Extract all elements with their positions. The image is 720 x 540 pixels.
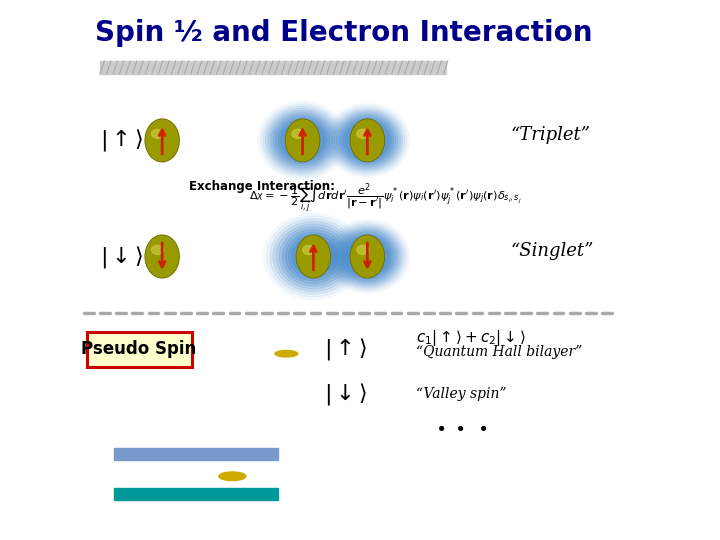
Ellipse shape	[263, 106, 342, 175]
Text: “Quantum Hall bilayer”: “Quantum Hall bilayer”	[416, 345, 582, 359]
Ellipse shape	[339, 116, 396, 165]
Ellipse shape	[346, 238, 389, 275]
Ellipse shape	[261, 104, 345, 177]
Ellipse shape	[145, 119, 179, 161]
Ellipse shape	[356, 129, 369, 138]
Text: $\bullet\;\bullet\;\bullet$: $\bullet\;\bullet\;\bullet$	[435, 417, 488, 436]
Ellipse shape	[289, 235, 338, 278]
Ellipse shape	[343, 119, 392, 161]
Ellipse shape	[330, 107, 405, 173]
Ellipse shape	[328, 222, 408, 291]
Ellipse shape	[151, 129, 163, 138]
Ellipse shape	[336, 230, 398, 284]
Ellipse shape	[346, 122, 389, 159]
Ellipse shape	[275, 350, 297, 357]
Ellipse shape	[292, 238, 335, 275]
Ellipse shape	[330, 224, 405, 289]
Ellipse shape	[351, 119, 384, 161]
Bar	[86, 332, 192, 367]
Ellipse shape	[356, 245, 369, 254]
Ellipse shape	[219, 472, 246, 481]
Bar	[114, 448, 278, 460]
Ellipse shape	[286, 119, 320, 161]
Ellipse shape	[268, 110, 337, 171]
Ellipse shape	[270, 219, 357, 294]
Ellipse shape	[146, 120, 179, 161]
Ellipse shape	[276, 117, 330, 164]
Ellipse shape	[297, 235, 330, 278]
Text: $|\downarrow\rangle$: $|\downarrow\rangle$	[100, 244, 143, 269]
Ellipse shape	[351, 235, 384, 278]
Ellipse shape	[339, 232, 396, 281]
Text: “Singlet”: “Singlet”	[510, 242, 594, 260]
Ellipse shape	[341, 118, 394, 163]
Ellipse shape	[281, 122, 324, 159]
Ellipse shape	[267, 216, 360, 297]
Ellipse shape	[145, 235, 179, 278]
Ellipse shape	[328, 106, 408, 175]
Text: $|\uparrow\rangle$: $|\uparrow\rangle$	[100, 127, 143, 153]
Ellipse shape	[273, 115, 332, 166]
Ellipse shape	[146, 236, 179, 277]
Ellipse shape	[351, 120, 384, 161]
Text: $|\uparrow\rangle$: $|\uparrow\rangle$	[324, 336, 368, 362]
Text: “Valley spin”: “Valley spin”	[416, 387, 506, 401]
Text: “Triplet”: “Triplet”	[510, 126, 590, 144]
Ellipse shape	[334, 228, 400, 285]
Text: $\Delta_X = -\dfrac{1}{2}\sum_{i,j}\int d\mathbf{r}d\mathbf{r}^{\prime}\dfrac{e^: $\Delta_X = -\dfrac{1}{2}\sum_{i,j}\int …	[248, 181, 521, 216]
Ellipse shape	[276, 224, 351, 289]
Ellipse shape	[343, 235, 392, 278]
Ellipse shape	[287, 120, 319, 161]
Ellipse shape	[279, 227, 348, 286]
Ellipse shape	[334, 112, 400, 169]
Ellipse shape	[266, 108, 340, 173]
Ellipse shape	[285, 232, 341, 281]
Ellipse shape	[292, 129, 304, 138]
Text: $c_1|\uparrow\rangle+c_2|\downarrow\rangle$: $c_1|\uparrow\rangle+c_2|\downarrow\rang…	[416, 327, 526, 348]
Ellipse shape	[332, 226, 402, 287]
Bar	[100, 61, 446, 74]
Ellipse shape	[332, 110, 402, 171]
Text: Spin ½ and Electron Interaction: Spin ½ and Electron Interaction	[94, 19, 592, 47]
Text: Exchange Interaction:: Exchange Interaction:	[189, 180, 336, 193]
Ellipse shape	[336, 113, 398, 167]
Ellipse shape	[297, 236, 330, 277]
Ellipse shape	[351, 236, 384, 277]
Ellipse shape	[341, 234, 394, 279]
Text: $|\downarrow\rangle$: $|\downarrow\rangle$	[324, 381, 368, 407]
Ellipse shape	[282, 230, 344, 284]
Ellipse shape	[273, 221, 354, 292]
Bar	[114, 488, 278, 500]
Ellipse shape	[278, 119, 327, 161]
Ellipse shape	[302, 245, 315, 254]
Ellipse shape	[151, 245, 163, 254]
Ellipse shape	[271, 113, 335, 168]
Text: Pseudo Spin: Pseudo Spin	[81, 340, 197, 359]
